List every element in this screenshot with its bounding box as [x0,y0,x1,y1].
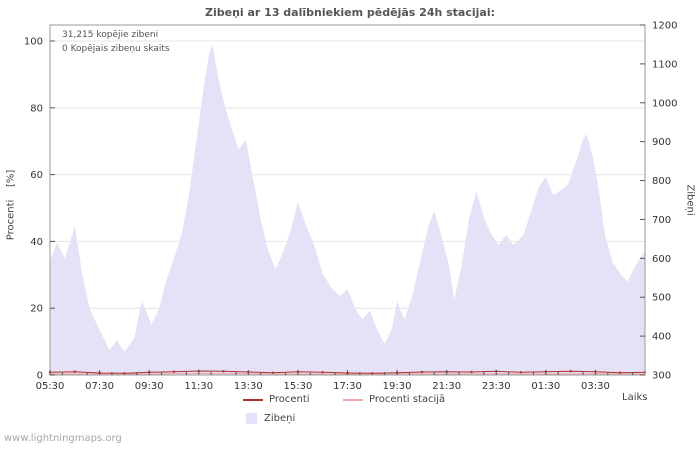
legend-label-procenti-stacija: Procenti stacijā [369,394,446,405]
x-tick-label: 17:30 [333,381,362,392]
annotation-station-strokes: 0 Kopējais zibeņu skaits [62,44,170,54]
right-tick-label: 800 [652,176,671,187]
series-marker [569,370,572,373]
right-tick-label: 1200 [652,21,677,32]
series-marker [420,370,424,374]
legend-label-zibeni: Zibeņi [264,413,296,424]
right-tick-label: 400 [652,332,671,343]
legend-item-zibeni: Zibeņi [246,413,295,424]
x-tick-label: 23:30 [482,381,511,392]
right-tick-label: 300 [652,371,671,382]
x-axis-label: Laiks [622,392,648,403]
left-tick-label: 60 [30,170,43,181]
right-tick-label: 1000 [652,98,677,109]
series-marker [73,370,77,373]
x-tick-label: 09:30 [135,381,164,392]
series-marker [172,370,176,373]
x-tick-label: 11:30 [184,381,213,392]
legend-item-procenti-stacija: Procenti stacijā [343,394,445,405]
procenti-stacija-line-swatch [343,398,363,401]
series-marker [222,370,225,373]
left-tick-label: 100 [24,37,43,48]
legend-label-procenti: Procenti [269,394,310,405]
left-tick-label: 80 [30,103,43,114]
series-marker [619,371,622,374]
right-tick-label: 500 [652,293,671,304]
x-tick-label: 15:30 [284,381,313,392]
x-tick-label: 07:30 [85,381,114,392]
watermark-link[interactable]: www.lightningmaps.org [4,433,122,444]
x-tick-label: 01:30 [531,381,560,392]
left-tick-label: 20 [30,304,43,315]
right-tick-label: 900 [652,137,671,148]
chart-title: Zibeņi ar 13 dalībniekiem pēdējās 24h st… [204,6,496,19]
series-marker [371,372,374,375]
x-tick-label: 05:30 [36,381,65,392]
procenti-line-swatch [243,398,263,401]
x-tick-label: 21:30 [432,381,461,392]
series-marker [123,372,126,375]
series-marker [271,371,275,374]
right-axis-label: Zibeņi [684,184,696,216]
left-axis-label: Procenti [%] [5,169,17,241]
series-marker [470,370,473,374]
right-tick-label: 1100 [652,59,677,70]
x-tick-label: 19:30 [383,381,412,392]
left-tick-label: 0 [37,371,43,382]
legend-item-procenti: Procenti [243,394,310,405]
series-marker [321,371,324,374]
right-tick-label: 600 [652,254,671,265]
annotation-total-strokes: 31,215 kopējie zibeni [62,30,159,40]
left-tick-label: 40 [30,237,43,248]
series-area-Zibeņi [50,44,645,376]
series-marker [519,371,523,374]
x-tick-label: 03:30 [581,381,610,392]
zibeni-area-swatch [246,413,257,424]
x-tick-label: 13:30 [234,381,263,392]
right-tick-label: 700 [652,215,671,226]
